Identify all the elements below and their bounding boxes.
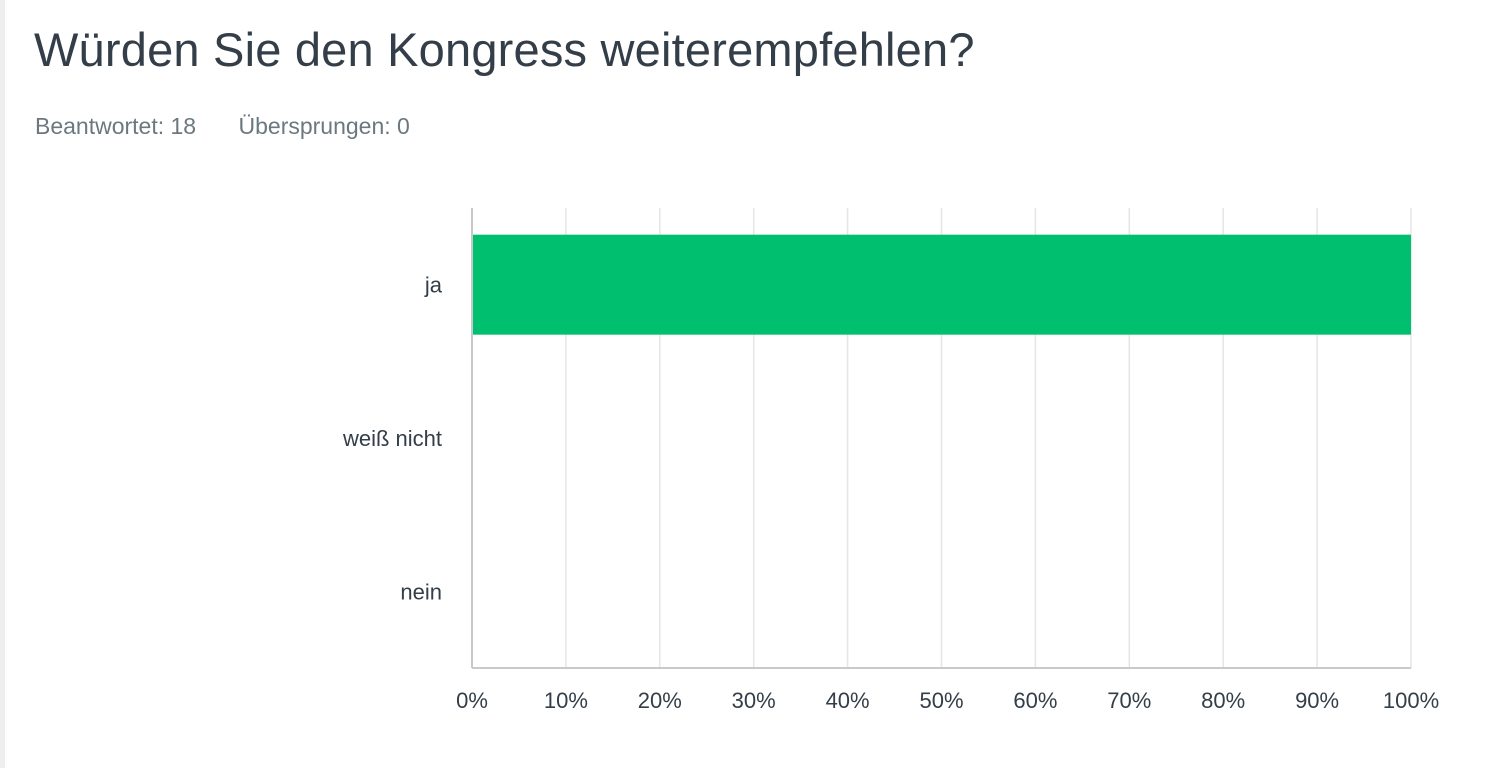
x-tick-label: 80%	[1201, 688, 1245, 713]
bar-0	[473, 234, 1411, 335]
left-border	[0, 0, 5, 768]
x-tick-label: 20%	[638, 688, 682, 713]
x-tick-label: 0%	[456, 688, 488, 713]
x-tick-label: 30%	[732, 688, 776, 713]
category-label: nein	[400, 579, 442, 604]
category-label: weiß nicht	[342, 426, 442, 451]
x-tick-label: 90%	[1295, 688, 1339, 713]
response-stats: Beantwortet: 18 Übersprungen: 0	[35, 113, 410, 140]
answered-count: Beantwortet: 18	[35, 113, 197, 139]
x-tick-label: 10%	[544, 688, 588, 713]
x-tick-label: 60%	[1013, 688, 1057, 713]
x-tick-label: 70%	[1107, 688, 1151, 713]
x-tick-label: 100%	[1383, 688, 1439, 713]
x-tick-label: 40%	[826, 688, 870, 713]
question-title: Würden Sie den Kongress weiterempfehlen?	[34, 23, 975, 76]
category-label: ja	[424, 273, 443, 298]
skipped-count: Übersprungen: 0	[238, 113, 410, 139]
x-tick-label: 50%	[919, 688, 963, 713]
